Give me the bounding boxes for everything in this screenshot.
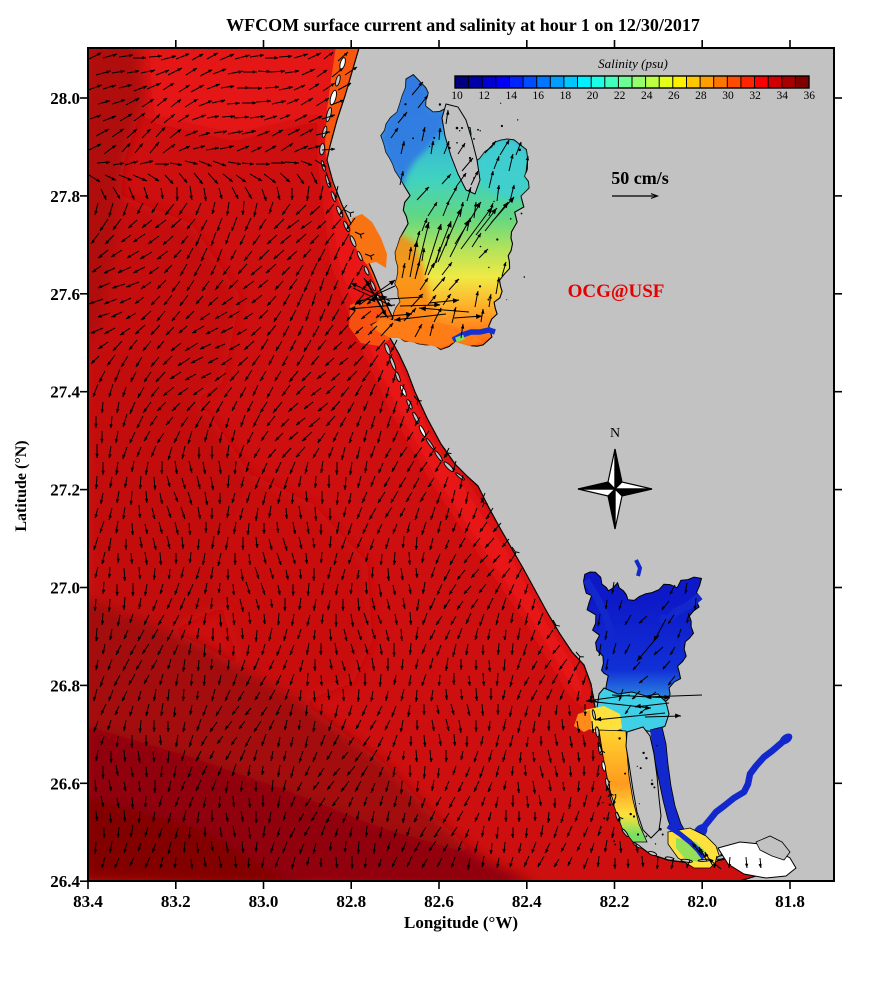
svg-text:26: 26	[668, 90, 680, 102]
svg-text:Longitude (°W): Longitude (°W)	[404, 913, 518, 932]
svg-text:30: 30	[722, 90, 734, 102]
svg-text:81.8: 81.8	[775, 892, 805, 911]
svg-text:82.6: 82.6	[424, 892, 454, 911]
svg-text:82.4: 82.4	[512, 892, 542, 911]
svg-text:14: 14	[505, 90, 517, 102]
svg-text:27.4: 27.4	[50, 383, 80, 402]
svg-text:36: 36	[804, 90, 816, 102]
svg-text:82.8: 82.8	[336, 892, 366, 911]
svg-text:27.6: 27.6	[50, 285, 80, 304]
svg-text:WFCOM surface current and sali: WFCOM surface current and salinity at ho…	[226, 15, 700, 35]
svg-text:N: N	[610, 426, 620, 441]
svg-text:28.0: 28.0	[50, 89, 80, 108]
svg-text:Salinity (psu): Salinity (psu)	[598, 56, 668, 71]
svg-text:26.4: 26.4	[50, 872, 80, 891]
svg-text:34: 34	[776, 90, 788, 102]
svg-text:24: 24	[641, 90, 653, 102]
svg-text:Latitude (°N): Latitude (°N)	[13, 440, 30, 531]
svg-text:27.2: 27.2	[50, 481, 80, 500]
svg-text:OCG@USF: OCG@USF	[568, 281, 665, 302]
svg-text:18: 18	[560, 90, 572, 102]
svg-text:83.2: 83.2	[161, 892, 191, 911]
svg-text:27.0: 27.0	[50, 579, 80, 598]
svg-text:83.4: 83.4	[73, 892, 103, 911]
svg-text:22: 22	[614, 90, 626, 102]
svg-text:10: 10	[451, 90, 463, 102]
svg-text:32: 32	[749, 90, 761, 102]
svg-text:26.8: 26.8	[50, 676, 80, 695]
svg-text:20: 20	[587, 90, 599, 102]
svg-text:82.2: 82.2	[600, 892, 630, 911]
svg-text:12: 12	[478, 90, 490, 102]
svg-text:82.0: 82.0	[687, 892, 717, 911]
svg-text:27.8: 27.8	[50, 187, 80, 206]
svg-text:16: 16	[533, 90, 545, 102]
svg-text:50 cm/s: 50 cm/s	[611, 168, 669, 188]
svg-text:26.6: 26.6	[50, 774, 80, 793]
svg-text:28: 28	[695, 90, 707, 102]
svg-text:83.0: 83.0	[249, 892, 279, 911]
